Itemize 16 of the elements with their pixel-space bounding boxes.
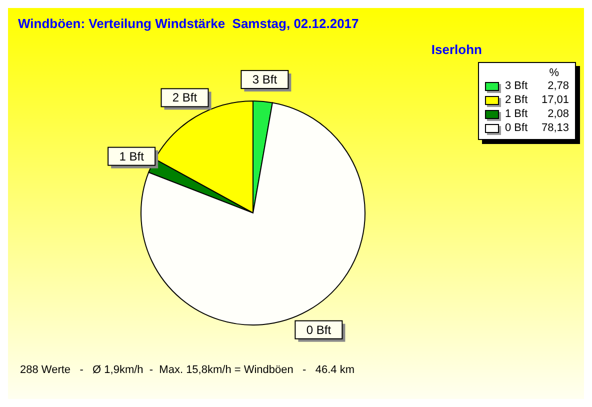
slice-label: 3 Bft	[252, 72, 278, 87]
text: 288 Werte - Ø 1,9km/h - Max. 15,8km/h = Windböen - 46.4 km	[20, 364, 355, 376]
data-label: 78,13	[540, 122, 569, 134]
data-label: 2,08	[546, 108, 569, 120]
data-label: 17,01	[540, 94, 569, 106]
slice-label: 2 Bft	[172, 90, 198, 105]
slice-label: 0 Bft	[306, 322, 332, 337]
legend-label: 0 Bft	[505, 122, 529, 134]
chart-subtitle: Iserlohn	[431, 42, 482, 57]
data-label: 2,78	[546, 80, 569, 92]
legend-label: 2 Bft	[505, 94, 529, 106]
slice-label: 1 Bft	[119, 149, 145, 164]
legend-label: 3 Bft	[505, 80, 529, 92]
legend-title: %	[548, 67, 560, 79]
chart-title: Windböen: Verteilung Windstärke Samstag, 02.12.2017	[18, 16, 359, 31]
legend-label: 1 Bft	[505, 108, 529, 120]
